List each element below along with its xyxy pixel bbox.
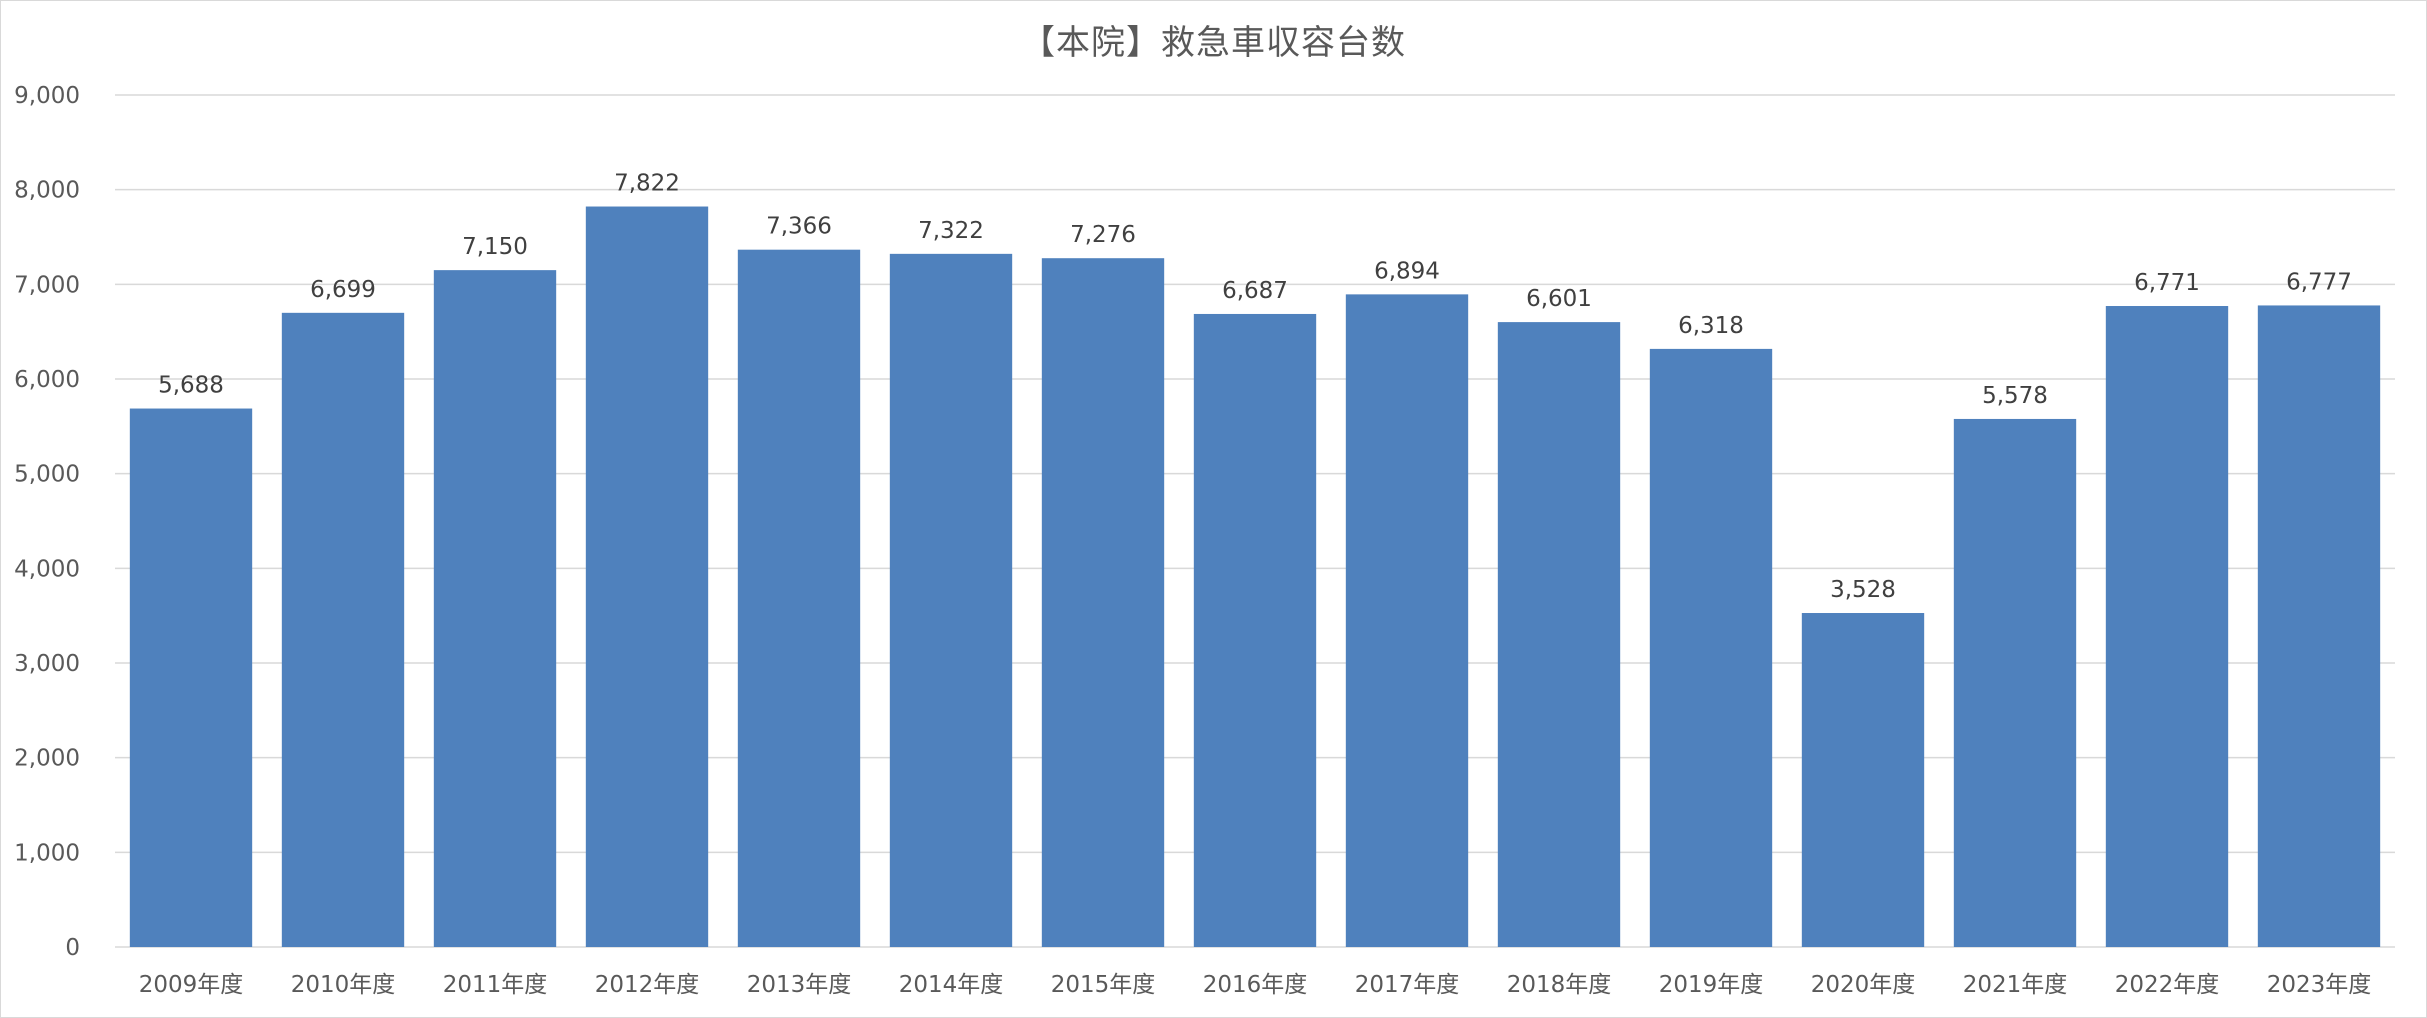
bar (2257, 305, 2381, 948)
data-label: 5,578 (1982, 383, 2048, 409)
y-tick-label: 2,000 (14, 746, 80, 772)
data-labels: 5,688 6,699 7,150 7,822 7,366 7,322 7,276 6,687… (158, 171, 2352, 603)
y-tick-label: 8,000 (14, 178, 80, 204)
x-tick-label: 2010年度 (291, 972, 396, 998)
bar (737, 249, 861, 948)
x-tick-label: 2015年度 (1051, 972, 1156, 998)
x-tick-label: 2018年度 (1507, 972, 1612, 998)
x-tick-label: 2016年度 (1203, 972, 1308, 998)
bar (1345, 294, 1469, 947)
y-axis-tick-labels: 0 1,000 2,000 3,000 4,000 5,000 6,000 7,000 8,00… (14, 83, 80, 961)
bar (1041, 258, 1165, 947)
y-tick-label: 5,000 (14, 462, 80, 488)
x-axis-tick-labels: 2009年度 2010年度 2011年度 2012年度 2013年度 2014年度 2015… (139, 972, 2372, 998)
x-tick-label: 2023年度 (2267, 972, 2372, 998)
y-tick-label: 1,000 (14, 840, 80, 866)
x-tick-label: 2009年度 (139, 972, 244, 998)
data-label: 7,322 (918, 218, 984, 244)
x-tick-label: 2012年度 (595, 972, 700, 998)
x-tick-label: 2021年度 (1963, 972, 2068, 998)
y-tick-label: 4,000 (14, 556, 80, 582)
bar (585, 206, 709, 947)
y-tick-label: 9,000 (14, 83, 80, 109)
data-label: 6,699 (310, 277, 376, 303)
data-label: 6,318 (1678, 313, 1744, 339)
bar (889, 253, 1013, 948)
data-label: 7,366 (766, 214, 832, 240)
data-label: 6,777 (2286, 269, 2352, 295)
bar (1497, 322, 1621, 947)
y-tick-label: 0 (65, 935, 80, 961)
x-tick-label: 2011年度 (443, 972, 548, 998)
x-tick-label: 2013年度 (747, 972, 852, 998)
chart-title: 【本院】救急車収容台数 (1021, 23, 1406, 63)
bar (1801, 613, 1925, 947)
y-tick-label: 7,000 (14, 272, 80, 298)
x-tick-label: 2019年度 (1659, 972, 1764, 998)
x-tick-label: 2017年度 (1355, 972, 1460, 998)
bar (281, 312, 405, 947)
data-label: 3,528 (1830, 577, 1896, 603)
data-label: 7,150 (462, 234, 528, 260)
bar (129, 408, 253, 947)
y-tick-label: 6,000 (14, 367, 80, 393)
data-label: 6,687 (1222, 278, 1288, 304)
data-label: 6,894 (1374, 258, 1440, 284)
x-tick-label: 2014年度 (899, 972, 1004, 998)
bar (1649, 348, 1773, 947)
data-label: 5,688 (158, 373, 224, 399)
bar (433, 270, 557, 948)
x-tick-label: 2022年度 (2115, 972, 2220, 998)
bar (1953, 418, 2077, 947)
data-label: 7,822 (614, 171, 680, 197)
bar (1193, 313, 1317, 947)
bars (129, 206, 2381, 948)
data-label: 6,771 (2134, 270, 2200, 296)
x-tick-label: 2020年度 (1811, 972, 1916, 998)
data-label: 7,276 (1070, 222, 1136, 248)
bar (2105, 306, 2229, 948)
data-label: 6,601 (1526, 286, 1592, 312)
y-tick-label: 3,000 (14, 651, 80, 677)
